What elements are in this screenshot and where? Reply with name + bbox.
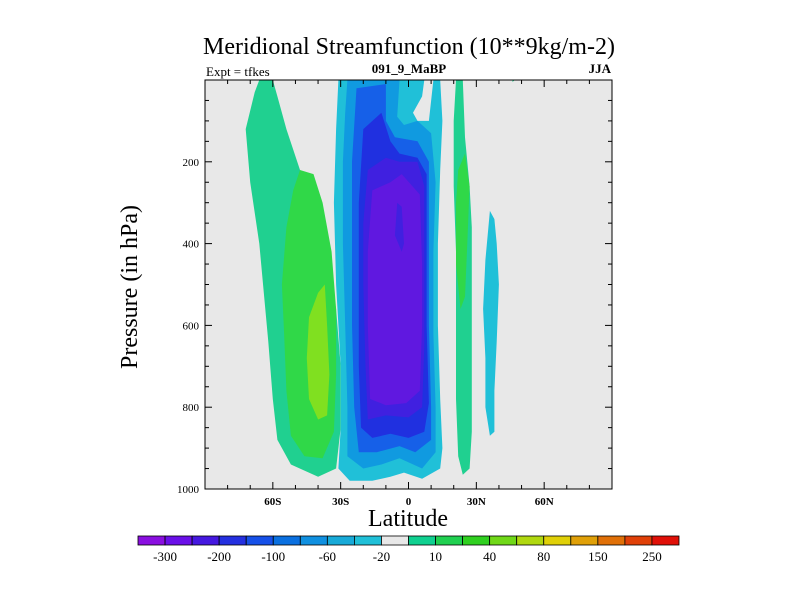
- colorbar: -300 -200 -100 -60 -20 10 40 80 150 250: [137, 535, 680, 564]
- y-tick-label: 200: [183, 157, 200, 169]
- colorbar-swatch: [462, 535, 491, 546]
- colorbar-swatch: [543, 535, 572, 546]
- colorbar-label: -60: [319, 549, 336, 564]
- colorbar-swatch: [651, 535, 680, 546]
- y-tick-label: 800: [183, 402, 200, 414]
- colorbar-swatch: [381, 535, 409, 546]
- contour-region-9: [394, 202, 404, 252]
- contour-region-8: [367, 174, 423, 406]
- colorbar-swatch: [570, 535, 599, 546]
- x-tick-label: 30N: [467, 496, 486, 508]
- colorbar-swatch: [516, 535, 545, 546]
- y-tick-label: 600: [183, 320, 200, 332]
- y-tick-label: 400: [183, 239, 200, 251]
- colorbar-swatch: [218, 535, 247, 546]
- contour-region-12: [483, 210, 499, 436]
- x-axis-label: Latitude: [368, 506, 448, 532]
- colorbar-swatch: [272, 535, 301, 546]
- contour-region-2: [306, 284, 330, 420]
- subtitle-left: Expt = tfkes: [206, 64, 270, 79]
- colorbar-swatch: [191, 535, 220, 546]
- y-tick-label: 1000: [177, 484, 200, 496]
- contour-region-11: [456, 153, 470, 309]
- colorbar-label: -100: [261, 549, 285, 564]
- colorbar-label: 250: [642, 549, 662, 564]
- x-tick-label: 0: [406, 496, 412, 508]
- colorbar-label: 40: [483, 549, 496, 564]
- colorbar-swatch: [435, 535, 463, 546]
- colorbar-swatch: [299, 535, 328, 546]
- y-axis-label: Pressure (in hPa): [117, 205, 143, 369]
- colorbar-label: 10: [429, 549, 442, 564]
- colorbar-swatch: [326, 535, 355, 546]
- colorbar-label: -300: [153, 549, 177, 564]
- x-axis-ticks: 60S 30S 0 30N 60N: [227, 80, 590, 508]
- colorbar-label: -20: [373, 549, 390, 564]
- colorbar-swatch: [408, 535, 436, 546]
- x-tick-label: 30S: [332, 496, 349, 508]
- colorbar-swatch: [624, 535, 653, 546]
- colorbar-swatch: [245, 535, 274, 546]
- colorbar-swatch: [164, 535, 193, 546]
- subtitle-center: 091_9_MaBP: [372, 61, 446, 76]
- contour-regions: [245, 80, 515, 481]
- colorbar-swatch: [489, 535, 518, 546]
- colorbar-label: -200: [207, 549, 231, 564]
- subtitle-right: JJA: [589, 61, 612, 76]
- chart-title: Meridional Streamfunction (10**9kg/m-2): [203, 34, 615, 60]
- y-axis-ticks: 200 400 600 800 1000: [177, 99, 612, 496]
- colorbar-label: 150: [588, 549, 608, 564]
- x-tick-label: 60N: [535, 496, 554, 508]
- colorbar-label: 80: [537, 549, 550, 564]
- colorbar-swatch: [137, 535, 166, 546]
- x-tick-label: 60S: [264, 496, 281, 508]
- colorbar-swatch: [353, 535, 382, 546]
- colorbar-swatch: [597, 535, 626, 546]
